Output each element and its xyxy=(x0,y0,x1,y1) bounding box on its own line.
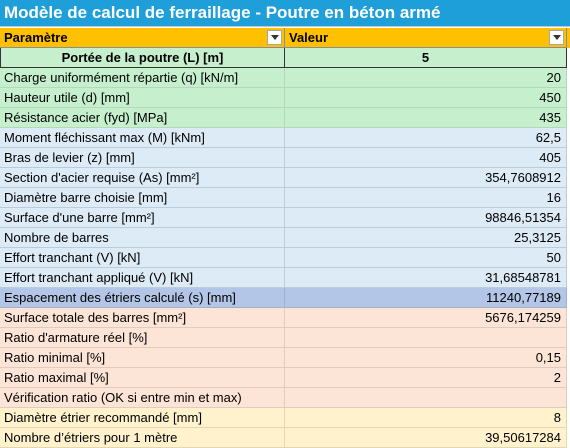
header-parameter[interactable]: Paramètre xyxy=(0,28,285,48)
parameter-cell[interactable]: Effort tranchant (V) [kN] xyxy=(0,248,285,268)
sheet-title[interactable]: Modèle de calcul de ferraillage - Poutre… xyxy=(0,0,570,27)
value-cell[interactable]: 98846,51354 xyxy=(285,208,567,228)
dropdown-arrow-icon xyxy=(552,35,561,40)
value-cell[interactable]: 354,7608912 xyxy=(285,168,567,188)
value-cell[interactable]: 405 xyxy=(285,148,567,168)
table-row: Charge uniformément répartie (q) [kN/m] 2… xyxy=(0,68,570,88)
parameter-cell[interactable]: Effort tranchant appliqué (V) [kN] xyxy=(0,268,285,288)
parameter-cell[interactable]: Espacement des étriers calculé (s) [mm] xyxy=(0,288,285,308)
parameter-cell[interactable]: Moment fléchissant max (M) [kNm] xyxy=(0,128,285,148)
table-row: Ratio minimal [%] 0,15 xyxy=(0,348,570,368)
table-row: Nombre de barres 25,3125 xyxy=(0,228,570,248)
filter-dropdown-button[interactable] xyxy=(549,30,564,45)
parameter-cell[interactable]: Charge uniformément répartie (q) [kN/m] xyxy=(0,68,285,88)
value-cell[interactable]: 31,68548781 xyxy=(285,268,567,288)
parameter-cell[interactable]: Nombre de barres xyxy=(0,228,285,248)
parameter-cell[interactable]: Résistance acier (fyd) [MPa] xyxy=(0,108,285,128)
value-cell[interactable]: 450 xyxy=(285,88,567,108)
table-row: Vérification ratio (OK si entre min et m… xyxy=(0,388,570,408)
table-row: Hauteur utile (d) [mm] 450 xyxy=(0,88,570,108)
parameter-cell[interactable]: Section d'acier requise (As) [mm²] xyxy=(0,168,285,188)
value-cell[interactable] xyxy=(285,328,567,348)
table-row: Section d'acier requise (As) [mm²] 354,76… xyxy=(0,168,570,188)
value-cell[interactable]: 2 xyxy=(285,368,567,388)
value-cell[interactable]: 62,5 xyxy=(285,128,567,148)
value-cell[interactable]: 16 xyxy=(285,188,567,208)
parameter-cell[interactable]: Ratio maximal [%] xyxy=(0,368,285,388)
value-cell[interactable]: 11240,77189 xyxy=(285,288,567,308)
table-row: Surface totale des barres [mm²] 5676,1742… xyxy=(0,308,570,328)
parameter-cell[interactable]: Ratio minimal [%] xyxy=(0,348,285,368)
parameter-cell[interactable]: Surface totale des barres [mm²] xyxy=(0,308,285,328)
table-row: Espacement des étriers calculé (s) [mm] 1… xyxy=(0,288,570,308)
parameter-cell[interactable]: Diamètre barre choisie [mm] xyxy=(0,188,285,208)
header-parameter-label: Paramètre xyxy=(4,30,68,45)
dropdown-arrow-icon xyxy=(270,35,279,40)
table-row: Effort tranchant appliqué (V) [kN] 31,685… xyxy=(0,268,570,288)
table-row: Moment fléchissant max (M) [kNm] 62,5 xyxy=(0,128,570,148)
value-cell[interactable]: 435 xyxy=(285,108,567,128)
value-cell[interactable]: 5676,174259 xyxy=(285,308,567,328)
value-cell[interactable]: 20 xyxy=(285,68,567,88)
table-row: Portée de la poutre (L) [m] 5 xyxy=(0,48,570,68)
value-cell[interactable]: 0,15 xyxy=(285,348,567,368)
table-row: Diamètre étrier recommandé [mm] 8 xyxy=(0,408,570,428)
value-cell[interactable]: 8 xyxy=(285,408,567,428)
header-value[interactable]: Valeur xyxy=(285,28,567,48)
table-row: Effort tranchant (V) [kN] 50 xyxy=(0,248,570,268)
value-cell[interactable]: 25,3125 xyxy=(285,228,567,248)
filter-dropdown-button[interactable] xyxy=(267,30,282,45)
parameter-cell[interactable]: Ratio d'armature réel [%] xyxy=(0,328,285,348)
table-row: Ratio d'armature réel [%] xyxy=(0,328,570,348)
parameter-cell[interactable]: Vérification ratio (OK si entre min et m… xyxy=(0,388,285,408)
parameter-cell[interactable]: Hauteur utile (d) [mm] xyxy=(0,88,285,108)
parameter-cell[interactable]: Portée de la poutre (L) [m] xyxy=(0,48,285,68)
table-row: Surface d'une barre [mm²] 98846,51354 xyxy=(0,208,570,228)
table-row: Bras de levier (z) [mm] 405 xyxy=(0,148,570,168)
parameter-cell[interactable]: Bras de levier (z) [mm] xyxy=(0,148,285,168)
table-row: Résistance acier (fyd) [MPa] 435 xyxy=(0,108,570,128)
value-cell[interactable]: 50 xyxy=(285,248,567,268)
parameter-cell[interactable]: Nombre d’étriers pour 1 mètre xyxy=(0,428,285,448)
parameter-cell[interactable]: Diamètre étrier recommandé [mm] xyxy=(0,408,285,428)
header-value-label: Valeur xyxy=(289,30,329,45)
value-cell[interactable] xyxy=(285,388,567,408)
table-row: Diamètre barre choisie [mm] 16 xyxy=(0,188,570,208)
table-row: Nombre d’étriers pour 1 mètre 39,50617284 xyxy=(0,428,570,448)
value-cell[interactable]: 5 xyxy=(285,48,567,68)
table-row: Ratio maximal [%] 2 xyxy=(0,368,570,388)
table-header: Paramètre Valeur xyxy=(0,28,570,48)
value-cell[interactable]: 39,50617284 xyxy=(285,428,567,448)
parameter-cell[interactable]: Surface d'une barre [mm²] xyxy=(0,208,285,228)
